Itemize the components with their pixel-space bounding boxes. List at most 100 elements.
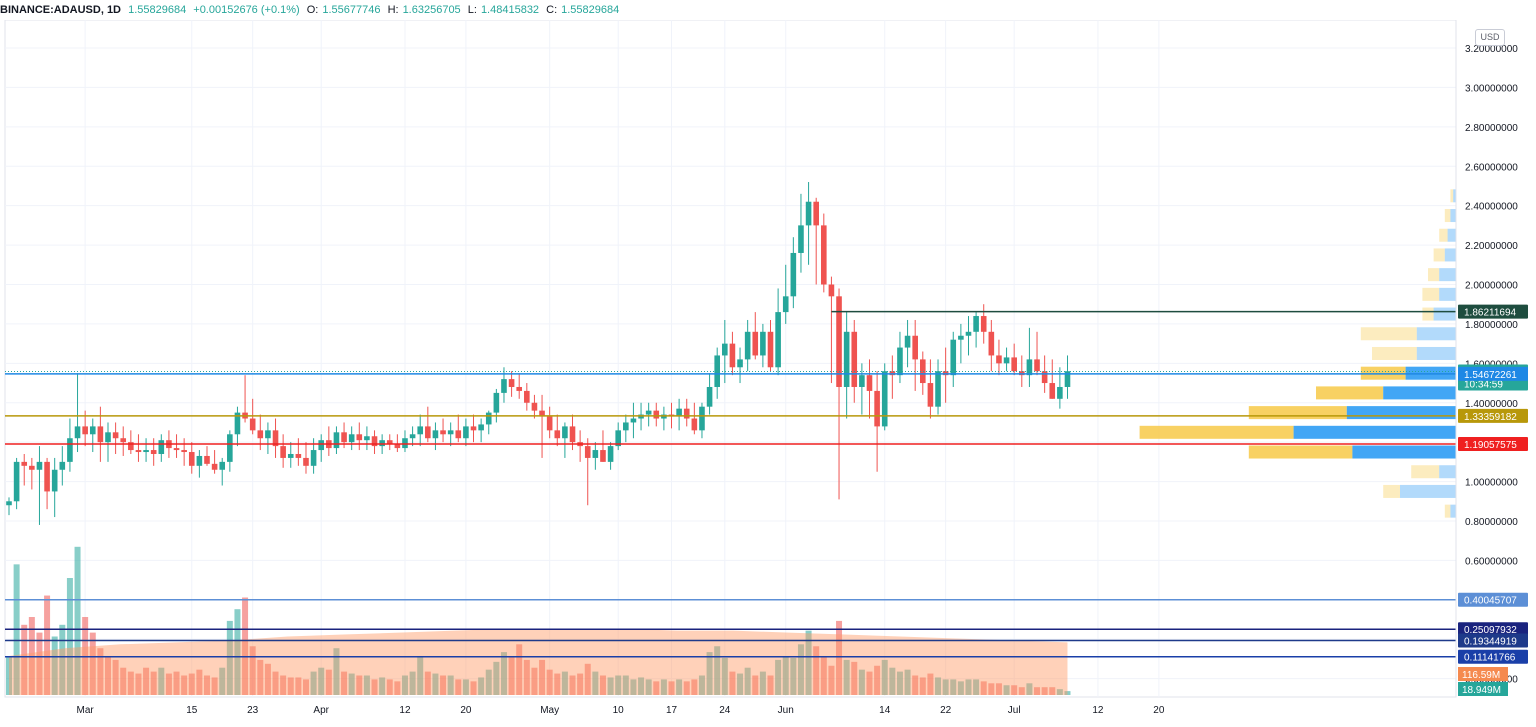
level-label: 1.86211694 [1464,308,1517,319]
volume-bar [851,661,858,695]
volume-bar [462,679,469,695]
volume-bar [889,667,896,695]
y-tick-label: 2.20000000 [1465,241,1518,252]
currency-button[interactable]: USD [1475,29,1505,46]
y-tick-label: 3.20000000 [1465,44,1518,55]
volume-bar [287,677,294,695]
volume-bar [150,671,157,695]
volume-profile-up [1447,228,1456,242]
candle-body [402,438,408,449]
volume-bar [508,656,515,695]
candle-body [1026,359,1033,376]
volume-profile-down [1422,287,1440,301]
candle-body [128,442,134,451]
candle-body [1041,371,1048,384]
volume-bar [523,659,530,695]
volume-bar [767,675,774,695]
candle-body [447,430,454,435]
volume-profile-down [1444,504,1451,518]
volume-bar [432,673,439,695]
volume-profile-up [1416,346,1456,360]
volume-profile-down [1433,248,1445,262]
volume-bar [74,546,81,695]
volume-bar [280,675,287,695]
y-tick-label: 1.00000000 [1465,478,1518,489]
candle-body [508,379,515,387]
volume-bar [257,659,264,695]
candle-body [470,426,477,431]
symbol-label[interactable]: BINANCE:ADAUSD, 1D [0,4,122,16]
volume-bar [516,644,523,695]
candle-body [196,455,203,466]
volume-bar [546,669,553,695]
candle-body [249,418,256,431]
candle-body [211,463,218,470]
low-label: L: [467,4,477,16]
candle-body [36,461,43,470]
volume-bar [143,667,150,695]
candle-body [280,446,286,458]
volume-bar [615,675,622,695]
candle-body [645,410,652,415]
volume-bar [995,683,1002,695]
level-label-box [1458,437,1528,452]
candle-body [859,375,865,387]
volume-bar [181,675,188,695]
candle-body [1011,357,1017,372]
x-tick-label: 20 [1153,705,1165,716]
volume-profile-up [1439,287,1456,301]
volume-bar [744,667,751,695]
candle-body [1064,371,1071,387]
volume-profile-up [1293,425,1456,439]
volume-bar [965,679,972,695]
volume-bar [896,671,903,695]
volume-bar [371,679,378,695]
price-chart[interactable]: 3.20000000 3.00000000 2.80000000 2.60000000… [0,20,1536,727]
volume-profile-up [1453,189,1456,203]
volume-bar [1034,687,1041,695]
candle-body [257,430,264,439]
volume-bar [120,667,127,695]
volume-bar [737,673,744,695]
volume-bar [828,665,835,695]
volume-bar [584,663,591,695]
candle-body [958,335,964,340]
volume-profile-up [1439,268,1456,282]
volume-bar [836,620,843,695]
volume-bar [440,675,447,695]
volume-bar [135,673,142,695]
volume-label-box [1458,667,1508,681]
x-tick-label: 23 [247,705,259,716]
volume-bar [333,648,340,695]
candle-body [874,390,880,427]
candle-body [29,465,35,470]
x-tick-label: 12 [1092,705,1104,716]
candle-body [501,379,507,393]
volume-profile-up [1352,445,1456,459]
volume-profile-down [1444,209,1451,223]
candle-body [13,461,20,502]
volume-bar [219,667,226,695]
level-label-box [1458,304,1528,319]
volume-bar [866,671,873,695]
x-tick-label: Jul [1008,705,1021,716]
candle-body [21,461,28,466]
candle-body [417,426,424,435]
volume-bar [112,659,119,695]
candle-body [881,371,888,427]
volume-profile-up [1439,465,1456,479]
candle-body [790,252,797,297]
candle-body [386,440,393,445]
candle-body [379,440,385,447]
candle-body [798,225,804,253]
level-label: 1.54672261 [1464,370,1517,381]
symbol-header: BINANCE:ADAUSD, 1D 1.55829684 +0.0015267… [0,0,1536,20]
high-value: 1.63256705 [402,4,461,16]
candle-body [699,406,705,431]
y-tick-label: 3.00000000 [1465,83,1518,94]
volume-bar [698,675,705,695]
candle-body [265,430,271,439]
close-label: C: [546,4,558,16]
volume-bar [417,656,424,695]
candle-body [973,316,979,332]
